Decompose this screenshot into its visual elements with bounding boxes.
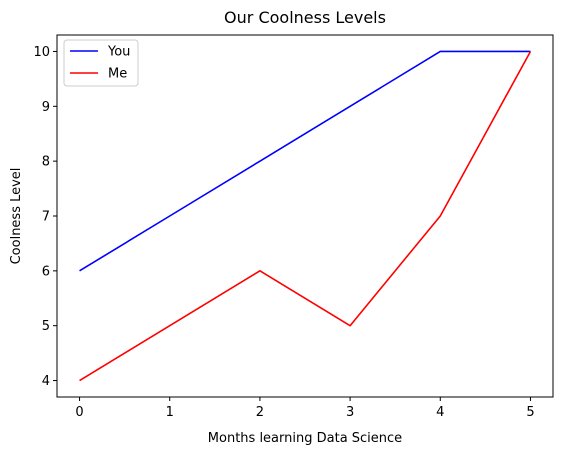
chart-title: Our Coolness Levels: [224, 8, 386, 27]
x-tick-label: 1: [166, 405, 174, 420]
series-line-you: [79, 50, 531, 272]
x-tick-label: 2: [256, 405, 264, 420]
y-axis: 4 5 6 7 8 9 10: [33, 45, 57, 389]
y-tick-label: 8: [42, 155, 50, 170]
x-tick-label: 4: [436, 405, 444, 420]
legend-label-me: Me: [108, 67, 127, 82]
y-tick-label: 4: [42, 374, 50, 389]
legend-label-you: You: [107, 45, 130, 60]
y-tick-label: 5: [42, 319, 50, 334]
plot-area: [56, 34, 554, 398]
x-axis-label: Months learning Data Science: [208, 431, 402, 446]
y-tick-label: 7: [42, 210, 50, 225]
x-tick-label: 3: [346, 405, 354, 420]
y-tick-label: 9: [42, 100, 50, 115]
legend: You Me: [63, 39, 139, 87]
y-tick-label: 10: [33, 45, 50, 60]
series-line-me: [79, 51, 532, 382]
y-tick-label: 6: [42, 264, 50, 279]
x-tick-label: 0: [75, 405, 83, 420]
series-lines: [79, 50, 532, 382]
x-axis: 0 1 2 3 4 5: [75, 397, 535, 420]
y-axis-label: Coolness Level: [9, 168, 24, 265]
x-tick-label: 5: [526, 405, 534, 420]
